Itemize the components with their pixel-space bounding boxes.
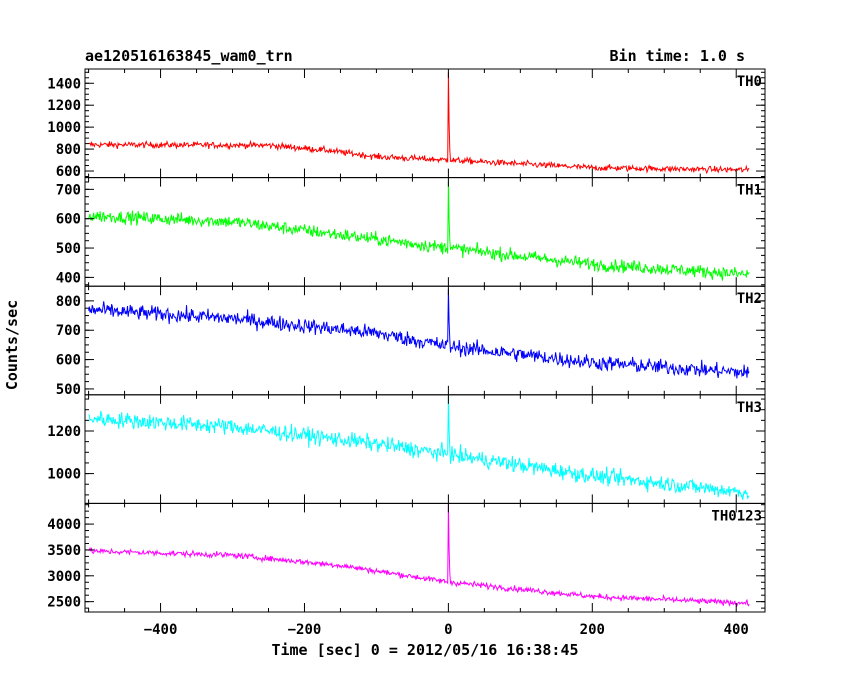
series-line-th3: [88, 396, 750, 500]
y-tick-label: 1200: [47, 424, 81, 440]
y-tick-label: 1200: [47, 98, 81, 114]
y-tick-label: 1000: [47, 120, 81, 136]
series-line-th1: [88, 180, 750, 281]
y-tick-label: 400: [56, 270, 81, 286]
panel-frame: [84, 502, 766, 613]
y-tick-label: 500: [56, 382, 81, 398]
y-tick-label: 700: [56, 323, 81, 339]
y-tick-label: 500: [56, 241, 81, 257]
panel-frame: [84, 68, 766, 179]
y-tick-label: 600: [56, 164, 81, 180]
y-tick-label: 1000: [47, 467, 81, 483]
x-tick-label: 0: [444, 622, 452, 638]
y-tick-label: 2500: [47, 595, 81, 611]
y-tick-label: 600: [56, 353, 81, 369]
panel-label-th0123: TH0123: [711, 508, 762, 524]
panel-label-th1: TH1: [737, 183, 762, 199]
x-axis-label: Time [sec] 0 = 2012/05/16 16:38:45: [271, 641, 578, 659]
panel-label-th3: TH3: [737, 400, 762, 416]
y-tick-label: 600: [56, 212, 81, 228]
panel-th1: 400 500 600 700 TH1: [56, 177, 766, 287]
y-tick-label: 3000: [47, 569, 81, 585]
x-tick-label: 200: [580, 622, 605, 638]
panels-layer: 600 800 1000 1200 1400 TH0 400 500 600 700 TH1 500 6…: [47, 68, 766, 638]
x-tick-label: −200: [288, 622, 322, 638]
panel-th0: 600 800 1000 1200 1400 TH0: [47, 68, 766, 180]
x-tick-label: −400: [144, 622, 178, 638]
bin-time-label: Bin time: 1.0 s: [610, 47, 745, 65]
y-tick-label: 800: [56, 142, 81, 158]
y-tick-label: 3500: [47, 543, 81, 559]
y-tick-label: 1400: [47, 76, 81, 92]
y-axis-label: Counts/sec: [3, 300, 21, 390]
y-tick-label: 700: [56, 182, 81, 198]
x-axis-ticks: −400 −200 0 200 400: [144, 622, 749, 638]
panel-label-th2: TH2: [737, 291, 762, 307]
panel-th2: 500 600 700 800 TH2: [56, 285, 766, 398]
chart-title: ae120516163845_wam0_trn: [85, 47, 293, 65]
panel-th0123: 2500 3000 3500 4000 TH0123: [47, 502, 766, 613]
series-line-th0: [88, 72, 750, 175]
x-tick-label: 400: [724, 622, 749, 638]
panel-th3: 1000 1200 TH3: [47, 394, 766, 504]
series-line-th2: [88, 289, 750, 379]
y-tick-label: 800: [56, 294, 81, 310]
series-line-th0123: [88, 504, 750, 608]
y-tick-label: 4000: [47, 517, 81, 533]
panel-label-th0: TH0: [737, 74, 762, 90]
